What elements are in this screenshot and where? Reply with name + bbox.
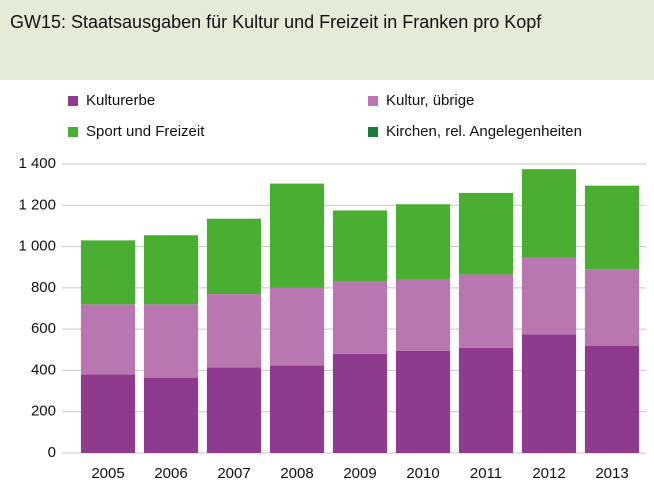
chart-title: GW15: Staatsausgaben für Kultur und Frei… [10, 12, 542, 32]
x-tick-label: 2010 [406, 465, 439, 482]
bar-segment [332, 281, 388, 354]
bar-segment [332, 210, 388, 282]
legend-label: Kirchen, rel. Angelegenheiten [386, 123, 582, 140]
bar-segment [584, 185, 640, 270]
bar-segment [458, 274, 514, 348]
bar-segment [269, 287, 325, 366]
bar-segment [521, 169, 577, 258]
bar-segment [458, 192, 514, 275]
y-tick-label: 1 400 [18, 155, 56, 172]
legend-swatch [68, 127, 78, 137]
x-tick-label: 2005 [91, 465, 124, 482]
bar-segment [521, 257, 577, 335]
bar-segment [206, 218, 262, 295]
bar-segment [395, 204, 451, 280]
y-tick-label: 200 [31, 403, 56, 420]
bar-segment [143, 304, 199, 378]
legend-swatch [68, 96, 78, 106]
bar-segment [395, 350, 451, 453]
y-tick-label: 600 [31, 320, 56, 337]
bar-segment [143, 235, 199, 305]
legend-label: Kulturerbe [86, 92, 155, 109]
y-tick-label: 400 [31, 361, 56, 378]
bar-segment [458, 347, 514, 453]
bar-segment [584, 269, 640, 346]
x-tick-label: 2009 [343, 465, 376, 482]
legend-label: Sport und Freizeit [86, 123, 205, 140]
bar-segment [143, 377, 199, 453]
bar-segment [584, 345, 640, 453]
x-tick-label: 2007 [217, 465, 250, 482]
x-tick-label: 2011 [470, 465, 502, 482]
x-tick-label: 2008 [280, 465, 313, 482]
bar-segment [206, 367, 262, 453]
y-tick-label: 1 200 [18, 196, 56, 213]
y-tick-label: 800 [31, 279, 56, 296]
legend-swatch [368, 96, 378, 106]
y-tick-label: 0 [48, 444, 56, 461]
legend-swatch [368, 127, 378, 137]
header: GW15: Staatsausgaben für Kultur und Frei… [0, 0, 654, 80]
bar-segment [521, 334, 577, 453]
bar-segment [80, 374, 136, 453]
bar-segment [269, 183, 325, 288]
bar-segment [206, 294, 262, 368]
bar-segment [395, 279, 451, 351]
y-tick-label: 1 000 [18, 238, 56, 255]
bar-segment [80, 304, 136, 375]
x-tick-label: 2013 [595, 465, 628, 482]
x-tick-label: 2006 [154, 465, 187, 482]
bar-segment [269, 365, 325, 453]
bar-segment [332, 353, 388, 453]
bar-segment [80, 240, 136, 305]
x-tick-label: 2012 [532, 465, 565, 482]
legend-label: Kultur, übrige [386, 92, 474, 109]
